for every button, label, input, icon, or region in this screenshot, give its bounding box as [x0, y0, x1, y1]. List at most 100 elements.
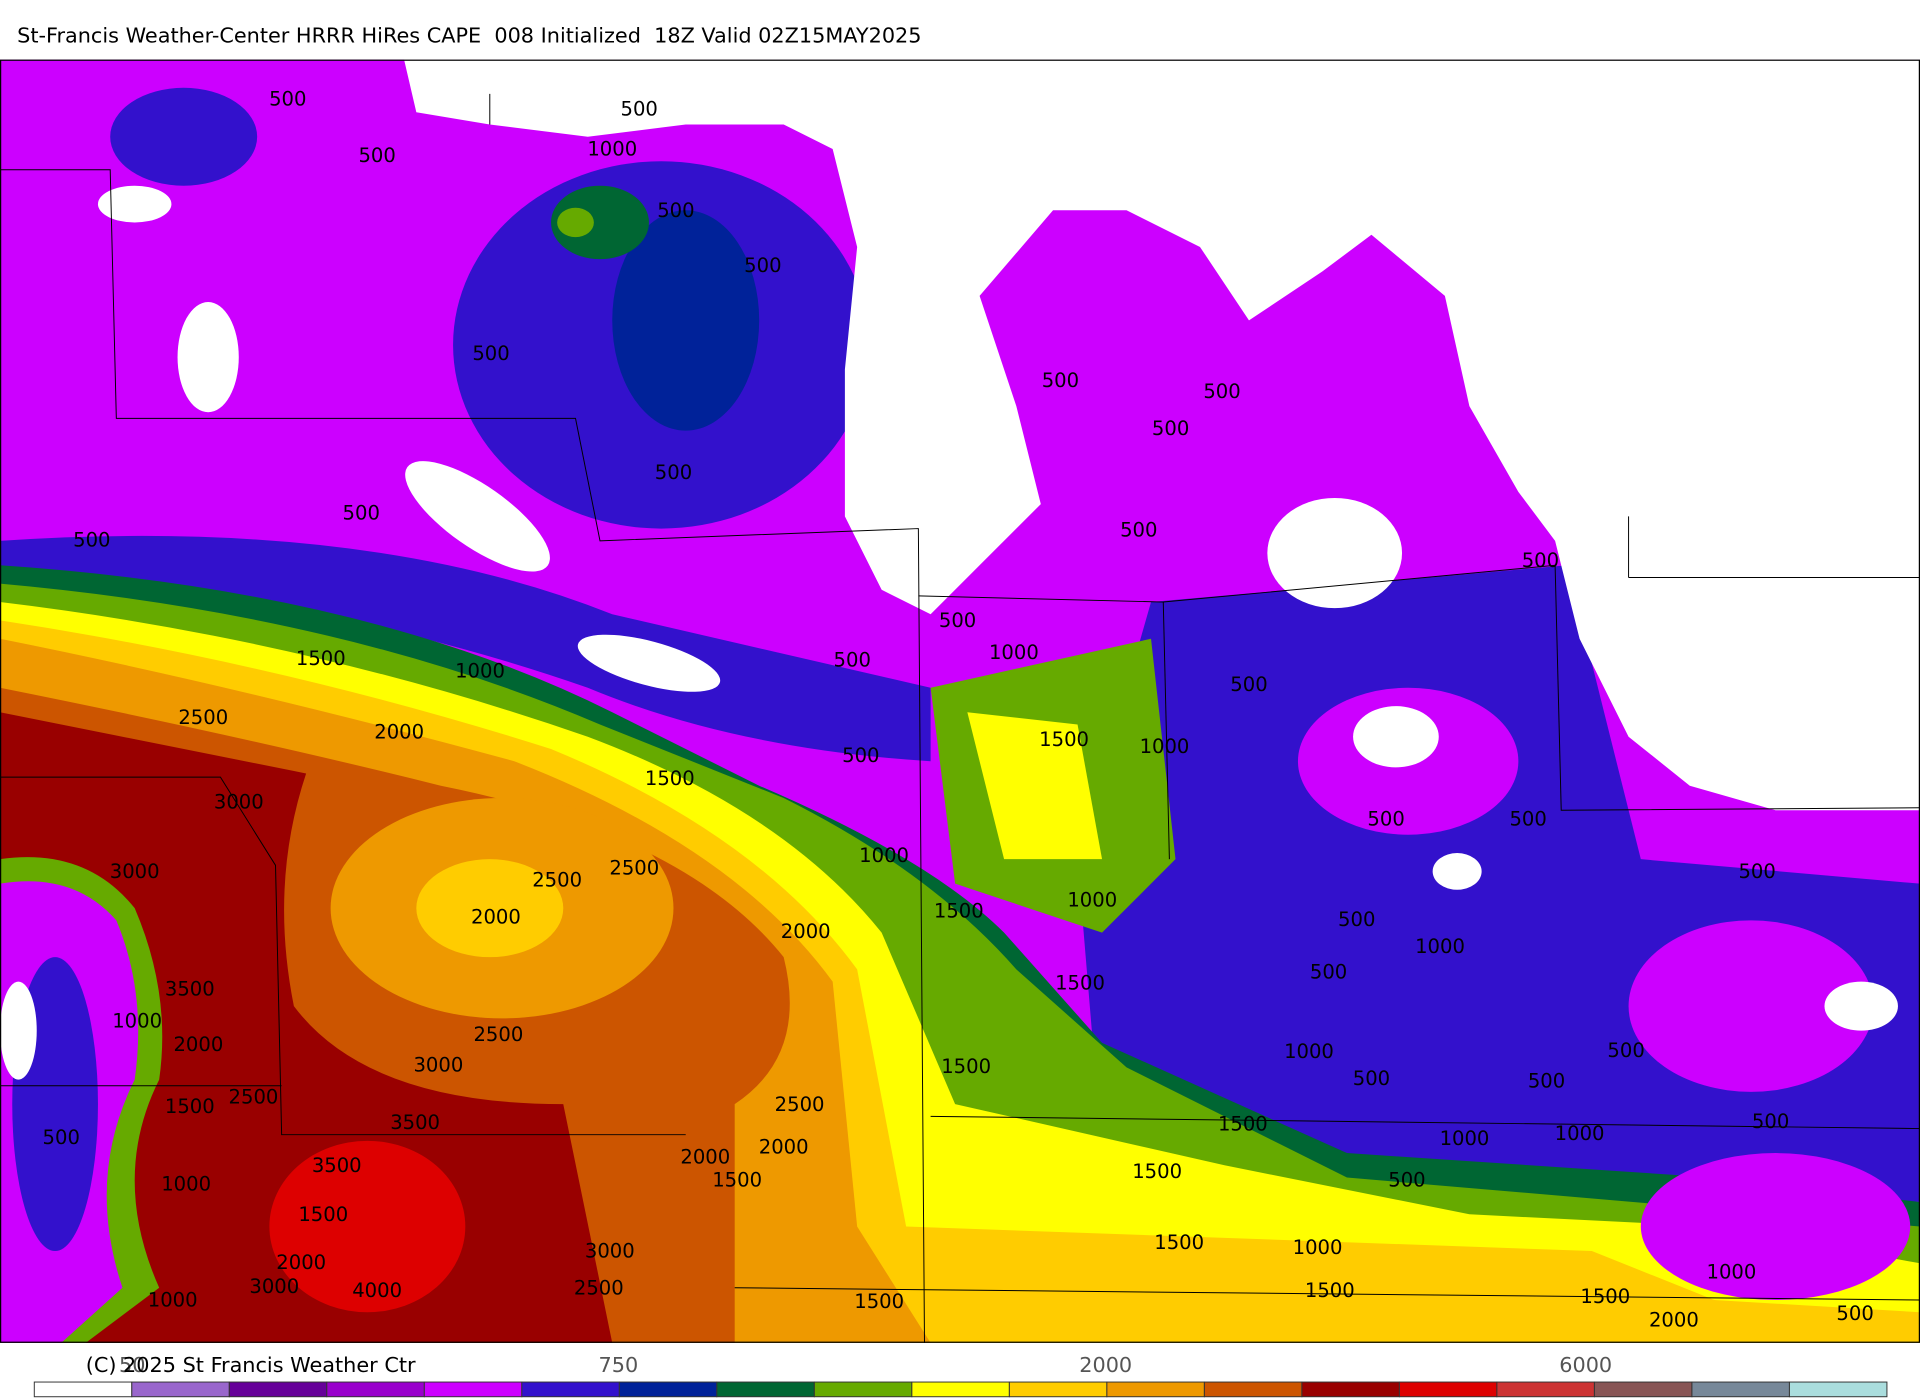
contour-label: 1500 [296, 647, 346, 670]
contour-label: 500 [269, 88, 306, 111]
colorbar-label: 750 [599, 1353, 639, 1377]
map-field [0, 59, 1920, 1343]
contour-label: 1000 [859, 844, 909, 867]
colorbar-label: 6000 [1559, 1353, 1612, 1377]
contour-label: 500 [744, 254, 781, 277]
contour-label: 3500 [390, 1111, 440, 1134]
contour-label: 1000 [1293, 1236, 1343, 1259]
contour-label: 2000 [276, 1251, 326, 1274]
contour-label: 500 [358, 144, 395, 167]
contour-label: 1000 [112, 1010, 162, 1033]
contour-label: 1000 [148, 1289, 198, 1312]
contour-label: 1500 [1580, 1285, 1630, 1308]
contour-label: 500 [1738, 860, 1775, 883]
contour-label: 1500 [854, 1290, 904, 1313]
colorbar-swatch [1691, 1381, 1790, 1398]
contour-label: 1500 [1055, 972, 1105, 995]
contour-label: 1500 [1218, 1112, 1268, 1135]
contour-label: 500 [73, 528, 110, 551]
colorbar-swatch [716, 1381, 815, 1398]
contour-label: 500 [1042, 369, 1079, 392]
contour-label: 1500 [1039, 728, 1089, 751]
contour-label: 4000 [352, 1279, 402, 1302]
contour-label: 1500 [941, 1055, 991, 1078]
colorbar-swatch [1496, 1381, 1595, 1398]
contour-label: 1000 [1440, 1127, 1490, 1150]
contour-label: 500 [472, 342, 509, 365]
contour-label: 2000 [374, 721, 424, 744]
contour-label: 500 [343, 501, 380, 524]
colorbar-swatch [131, 1381, 230, 1398]
contour-label: 1500 [165, 1095, 215, 1118]
contour-label: 2000 [781, 920, 831, 943]
colorbar-swatch [1593, 1381, 1693, 1398]
contour-label: 1000 [1284, 1040, 1334, 1063]
contour-label: 500 [1388, 1169, 1425, 1192]
contour-label: 1500 [1154, 1231, 1204, 1254]
contour-label: 1000 [1140, 735, 1190, 758]
contour-label: 2000 [680, 1145, 730, 1168]
contour-label: 2500 [775, 1093, 825, 1116]
colorbar-swatch [813, 1381, 913, 1398]
colorbar-swatch [228, 1381, 328, 1398]
contour-label: 500 [1367, 807, 1404, 830]
contour-label: 3000 [585, 1240, 635, 1263]
colorbar-swatch [521, 1381, 620, 1398]
contour-label: 2000 [759, 1136, 809, 1159]
contour-label: 1500 [712, 1169, 762, 1192]
contour-label: 500 [620, 97, 657, 120]
contour-label: 3000 [249, 1275, 299, 1298]
contour-label: 1500 [1305, 1279, 1355, 1302]
contour-label: 500 [1528, 1070, 1565, 1093]
contour-label: 1000 [1415, 935, 1465, 958]
contour-label: 1000 [1555, 1122, 1605, 1145]
contour-label: 500 [1836, 1302, 1873, 1325]
contour-label: 500 [834, 648, 871, 671]
colorbar-swatch [326, 1381, 425, 1398]
colorbar-swatch [1788, 1381, 1888, 1398]
contour-label: 2500 [532, 869, 582, 892]
contour-label: 500 [1152, 417, 1189, 440]
contour-label: 1000 [989, 641, 1039, 664]
map-title: St-Francis Weather-Center HRRR HiRes CAP… [17, 23, 921, 47]
contour-label: 500 [657, 199, 694, 222]
contour-label: 2000 [173, 1033, 223, 1056]
colorbar-swatch [1106, 1381, 1205, 1398]
contour-label: 500 [939, 609, 976, 632]
contour-label: 1000 [455, 659, 505, 682]
contour-label: 500 [1607, 1039, 1644, 1062]
contour-label: 500 [1522, 549, 1559, 572]
contour-label: 1500 [298, 1203, 348, 1226]
contour-label: 500 [1353, 1067, 1390, 1090]
contour-label: 500 [1509, 807, 1546, 830]
colorbar-swatch [33, 1381, 133, 1398]
colorbar-label: 2000 [1079, 1353, 1132, 1377]
contour-label: 1500 [934, 899, 984, 922]
contour-label: 500 [842, 744, 879, 767]
contour-label: 500 [1752, 1110, 1789, 1133]
contour-label: 3000 [413, 1054, 463, 1077]
map-frame [0, 59, 1920, 1343]
contour-label: 1000 [587, 138, 637, 161]
colorbar-swatch [1008, 1381, 1108, 1398]
contour-label: 3000 [110, 860, 160, 883]
contour-label: 1000 [1067, 888, 1117, 911]
colorbar-swatch [1398, 1381, 1498, 1398]
contour-label: 1000 [1707, 1261, 1757, 1284]
colorbar-swatch [1301, 1381, 1400, 1398]
contour-label: 500 [1310, 961, 1347, 984]
contour-label: 3500 [165, 978, 215, 1001]
contour-label: 2500 [609, 856, 659, 879]
colorbar: 50 750 2000 6000 [33, 1353, 1888, 1398]
colorbar-swatch [423, 1381, 523, 1398]
contour-label: 500 [43, 1126, 80, 1149]
contour-label: 500 [1230, 673, 1267, 696]
contour-label: 1500 [1132, 1160, 1182, 1183]
contour-label: 500 [1120, 519, 1157, 542]
colorbar-label: 50 [119, 1353, 145, 1377]
contour-label: 2500 [473, 1023, 523, 1046]
colorbar-swatch [618, 1381, 718, 1398]
contour-label: 1000 [161, 1172, 211, 1195]
contour-label: 2000 [1649, 1308, 1699, 1331]
